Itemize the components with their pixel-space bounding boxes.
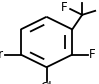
Text: F: F <box>98 3 99 16</box>
Text: Br: Br <box>0 48 4 61</box>
Text: F: F <box>89 48 96 61</box>
Text: F: F <box>60 1 67 14</box>
Text: Cl: Cl <box>41 81 52 84</box>
